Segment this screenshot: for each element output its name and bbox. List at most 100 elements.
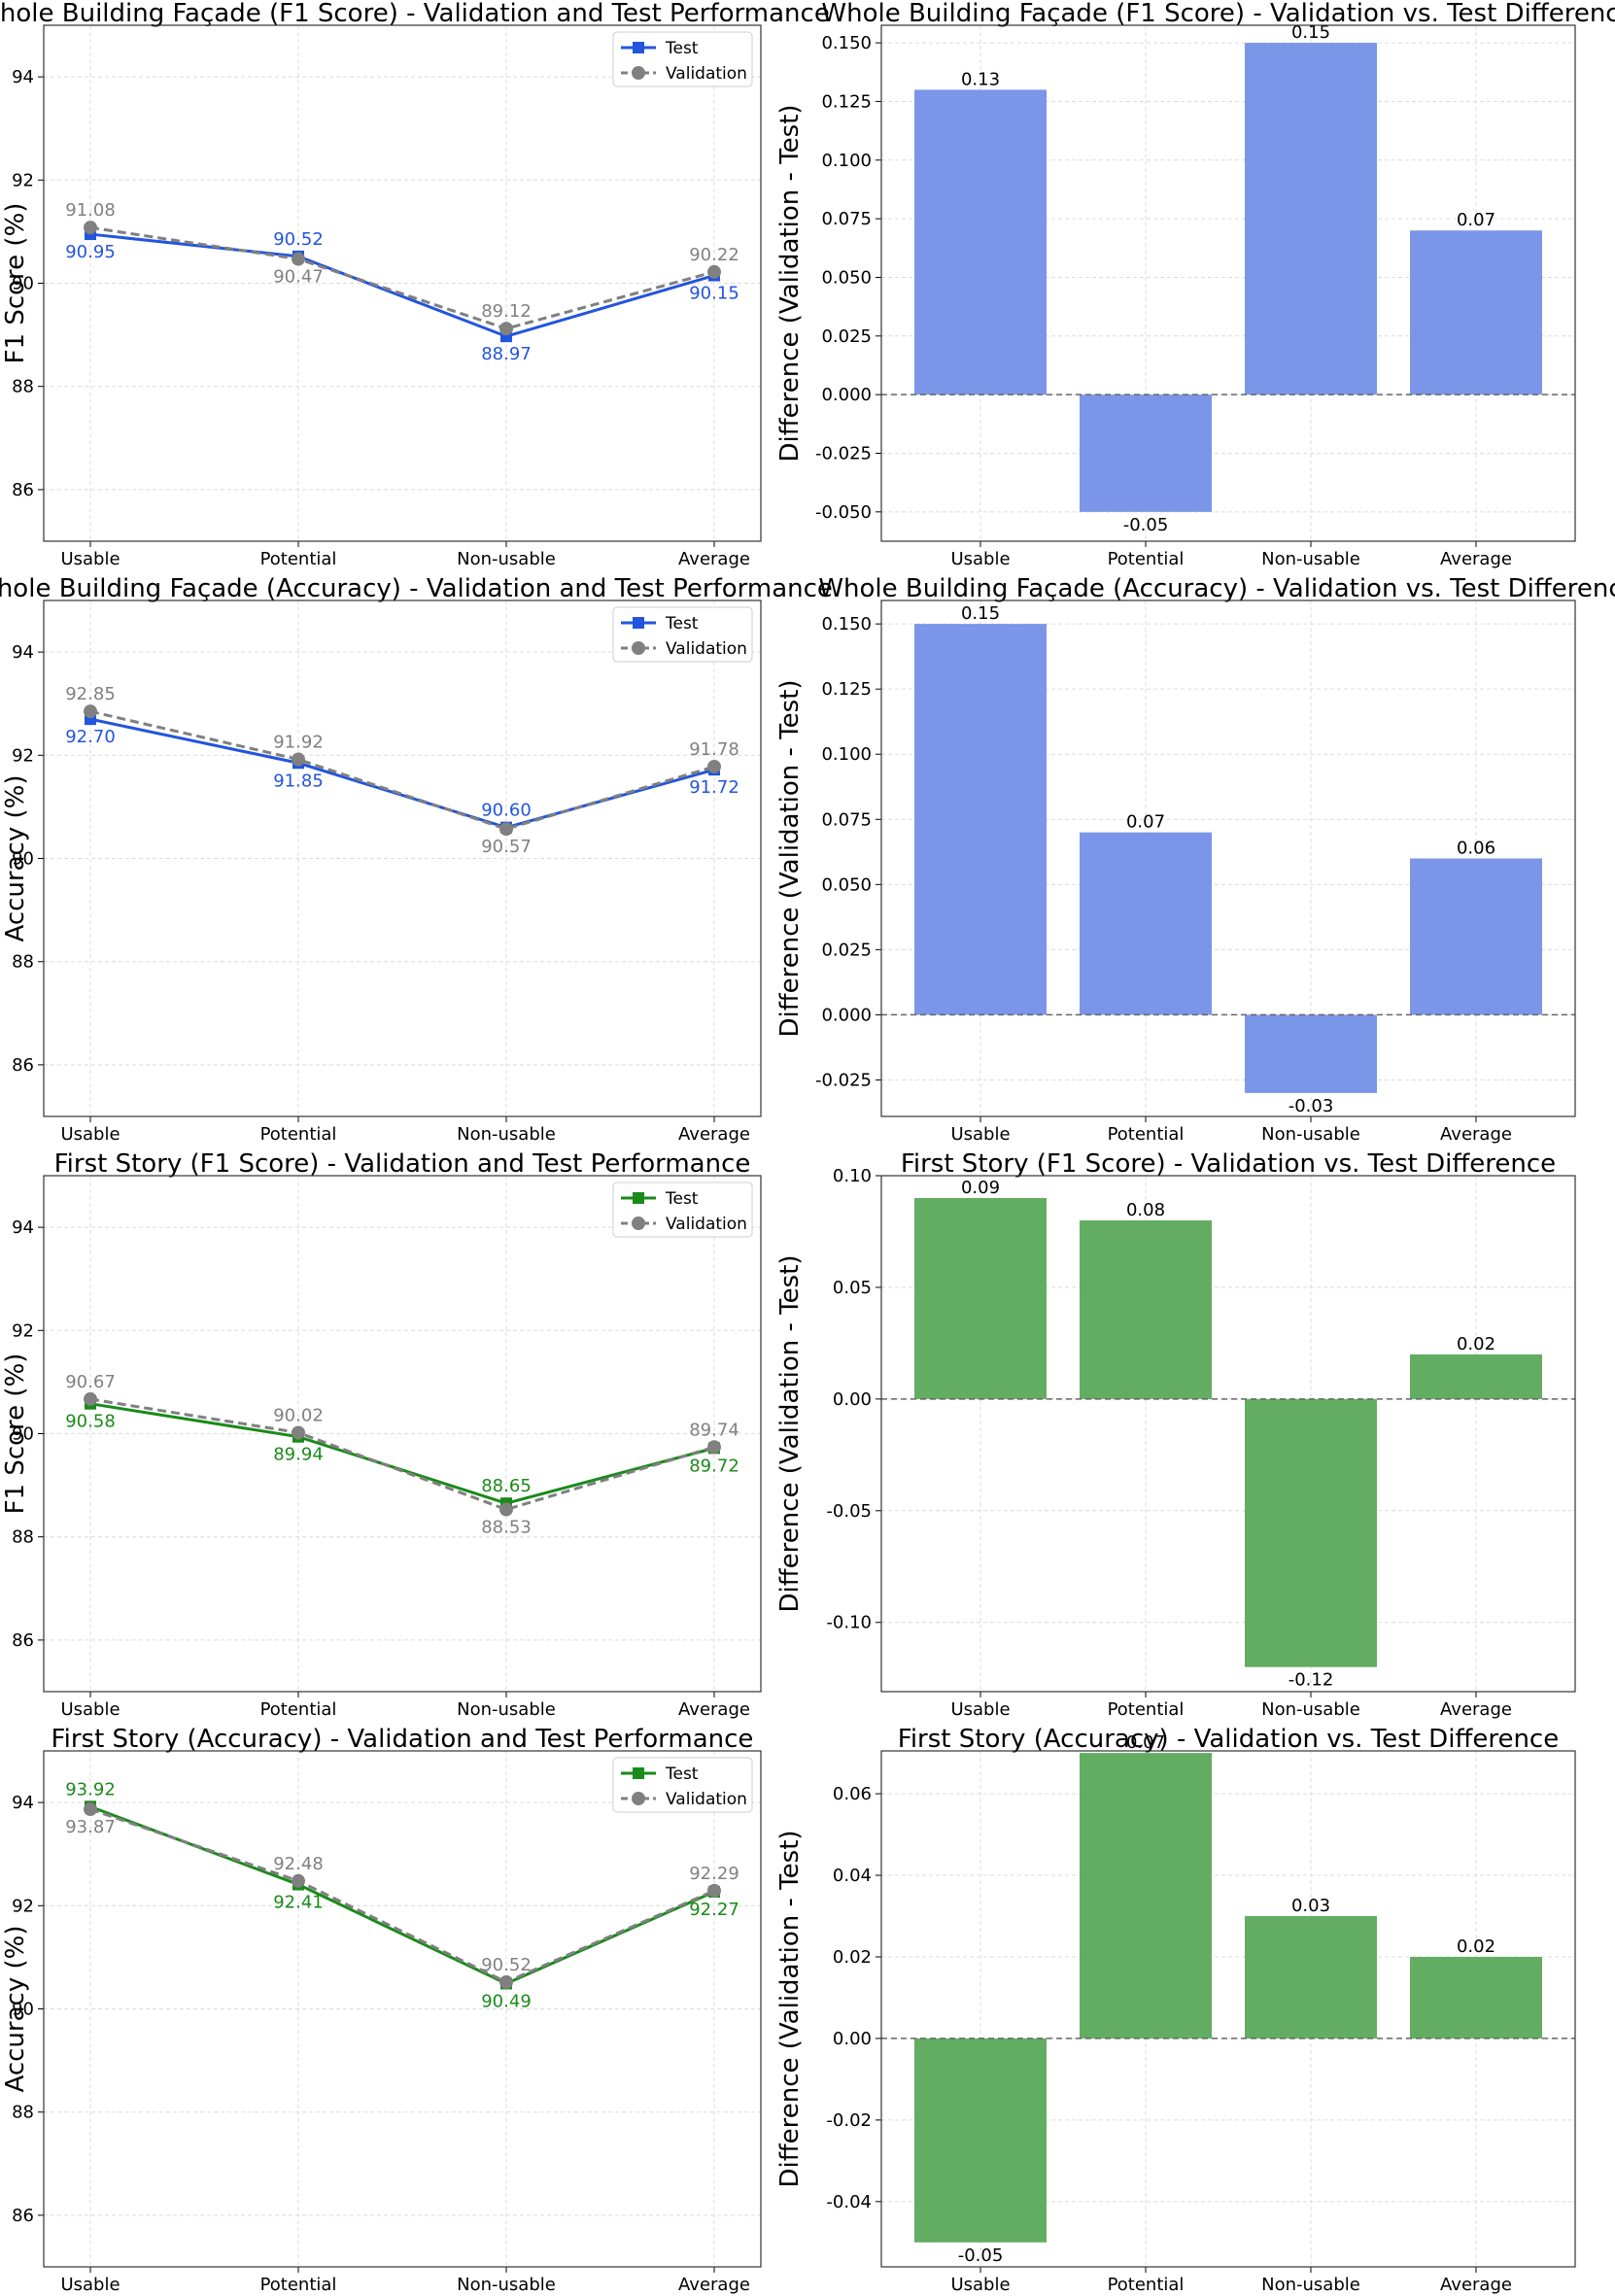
validation-point bbox=[292, 1873, 305, 1888]
plot-frame bbox=[880, 1750, 1576, 2268]
validation-value-label: 90.02 bbox=[273, 1405, 324, 1425]
bar bbox=[1080, 1753, 1212, 2039]
y-tick-label: 0.100 bbox=[821, 744, 872, 765]
bar-value-label: 0.09 bbox=[961, 1178, 1000, 1198]
validation-point bbox=[292, 752, 305, 767]
y-tick-label: 0.00 bbox=[833, 2029, 872, 2049]
legend: Test Validation bbox=[612, 606, 753, 663]
test-value-label: 91.72 bbox=[689, 777, 739, 798]
validation-value-label: 90.57 bbox=[481, 837, 532, 857]
bar-value-label: 0.15 bbox=[961, 603, 1000, 624]
chart-title: First Story (F1 Score) - Validation and … bbox=[54, 1149, 751, 1179]
x-tick-label: Average bbox=[1440, 1124, 1512, 1145]
y-tick-label: 0.100 bbox=[821, 151, 872, 171]
test-value-label: 89.72 bbox=[689, 1456, 739, 1476]
validation-series-line bbox=[89, 225, 715, 330]
bar-value-label: 0.13 bbox=[961, 69, 1000, 89]
test-value-label: 90.58 bbox=[65, 1412, 116, 1432]
test-value-label: 90.49 bbox=[481, 1991, 532, 2011]
validation-value-label: 89.74 bbox=[689, 1420, 739, 1440]
bar-value-label: 0.08 bbox=[1126, 1200, 1165, 1220]
y-tick-label: 0.050 bbox=[821, 267, 872, 288]
x-tick-label: Average bbox=[1440, 1699, 1512, 1720]
y-tick-label: 90 bbox=[12, 274, 34, 294]
bar-value-label: -0.12 bbox=[1289, 1670, 1334, 1691]
y-tick-label: 86 bbox=[12, 1055, 34, 1076]
bar bbox=[1080, 1219, 1212, 1399]
bar-value-label: 0.07 bbox=[1126, 812, 1165, 833]
validation-series-line bbox=[89, 709, 715, 831]
validation-point bbox=[292, 252, 305, 266]
legend-validation-marker bbox=[632, 66, 645, 80]
y-axis-label: Accuracy (%) bbox=[1, 775, 30, 942]
test-value-label: 88.65 bbox=[481, 1476, 532, 1496]
bar bbox=[1080, 832, 1212, 1015]
y-tick-label: 86 bbox=[12, 480, 34, 500]
y-tick-label: -0.025 bbox=[815, 1070, 872, 1090]
x-tick-label: Usable bbox=[950, 2275, 1010, 2295]
bar-value-label: 0.03 bbox=[1291, 1896, 1330, 1916]
y-axis-label: Difference (Validation - Test) bbox=[775, 1830, 805, 2187]
chart-panel-1: 86 88 90 92 94 Usable Potential Non-usable Avera… bbox=[0, 0, 830, 569]
x-tick-label: Potential bbox=[1108, 1124, 1185, 1145]
validation-point bbox=[499, 822, 513, 837]
y-tick-label: 0.06 bbox=[833, 1784, 872, 1804]
y-tick-label: 88 bbox=[12, 952, 34, 973]
y-tick-label: 0.075 bbox=[821, 209, 872, 229]
legend-test-label: Test bbox=[665, 1189, 699, 1209]
bar bbox=[914, 89, 1047, 395]
y-tick-label: 90 bbox=[12, 2000, 34, 2020]
bar-value-label: 0.06 bbox=[1457, 839, 1495, 859]
bar-value-label: 0.02 bbox=[1457, 1334, 1495, 1354]
test-value-label: 90.95 bbox=[65, 242, 116, 262]
chart-panel-3: 86 88 90 92 94 Usable Potential Non-usable Avera… bbox=[0, 574, 833, 1145]
validation-point bbox=[707, 759, 721, 773]
chart-panel-8: -0.04 -0.02 0.00 0.02 0.04 0.06 Usable Potentia… bbox=[775, 1725, 1576, 2295]
y-axis-label: F1 Score (%) bbox=[1, 1354, 30, 1515]
x-tick-label: Potential bbox=[1108, 549, 1185, 569]
y-tick-label: 94 bbox=[12, 67, 34, 87]
plot-frame bbox=[880, 600, 1576, 1117]
x-tick-label: Potential bbox=[260, 549, 337, 569]
legend: Test Validation bbox=[612, 1182, 753, 1238]
test-value-label: 92.70 bbox=[65, 727, 116, 747]
y-axis-label: F1 Score (%) bbox=[1, 203, 30, 364]
legend-validation-marker bbox=[632, 1217, 645, 1230]
bar-value-label: 0.07 bbox=[1457, 210, 1495, 230]
x-tick-label: Average bbox=[678, 1699, 750, 1720]
y-tick-label: 0.075 bbox=[821, 809, 872, 830]
x-tick-label: Usable bbox=[60, 1699, 120, 1720]
x-tick-label: Usable bbox=[950, 549, 1010, 569]
chart-title: Whole Building Façade (Accuracy) - Valid… bbox=[818, 574, 1615, 603]
y-tick-label: 0.000 bbox=[821, 1005, 872, 1025]
chart-panel-6: -0.10 -0.05 0.00 0.05 0.10 Usable Potential Non… bbox=[775, 1149, 1576, 1720]
chart-panel-5: 86 88 90 92 94 Usable Potential Non-usable Avera… bbox=[1, 1149, 762, 1720]
plot-frame bbox=[880, 1175, 1576, 1693]
y-tick-label: 94 bbox=[12, 1793, 34, 1813]
y-tick-label: 0.050 bbox=[821, 874, 872, 895]
bar bbox=[1245, 1916, 1377, 2039]
y-tick-label: 86 bbox=[12, 1630, 34, 1651]
y-tick-label: 0.150 bbox=[821, 614, 872, 634]
validation-series-line bbox=[89, 1397, 715, 1512]
y-tick-label: 0.05 bbox=[833, 1278, 872, 1298]
chart-panel-4: -0.025 0.000 0.025 0.050 0.075 0.100 0.125 0.15… bbox=[775, 574, 1615, 1145]
legend-validation-label: Validation bbox=[666, 64, 747, 84]
chart-title: Whole Building Façade (F1 Score) - Valid… bbox=[0, 0, 830, 28]
plot-frame bbox=[43, 24, 762, 542]
y-tick-label: 0.150 bbox=[821, 33, 872, 53]
y-tick-label: 94 bbox=[12, 642, 34, 663]
y-tick-label: 0.10 bbox=[833, 1166, 872, 1186]
x-tick-label: Potential bbox=[1108, 1699, 1185, 1720]
bar bbox=[1080, 394, 1212, 512]
validation-point bbox=[707, 264, 721, 279]
test-value-label: 89.94 bbox=[273, 1445, 324, 1465]
x-tick-label: Average bbox=[678, 2275, 750, 2295]
plot-frame bbox=[43, 600, 762, 1117]
x-tick-label: Non-usable bbox=[457, 1699, 556, 1720]
bar bbox=[1410, 1956, 1542, 2039]
legend-test-label: Test bbox=[665, 1765, 699, 1784]
validation-value-label: 88.53 bbox=[481, 1518, 532, 1538]
validation-point bbox=[84, 704, 97, 719]
bar-value-label: -0.03 bbox=[1289, 1096, 1334, 1116]
